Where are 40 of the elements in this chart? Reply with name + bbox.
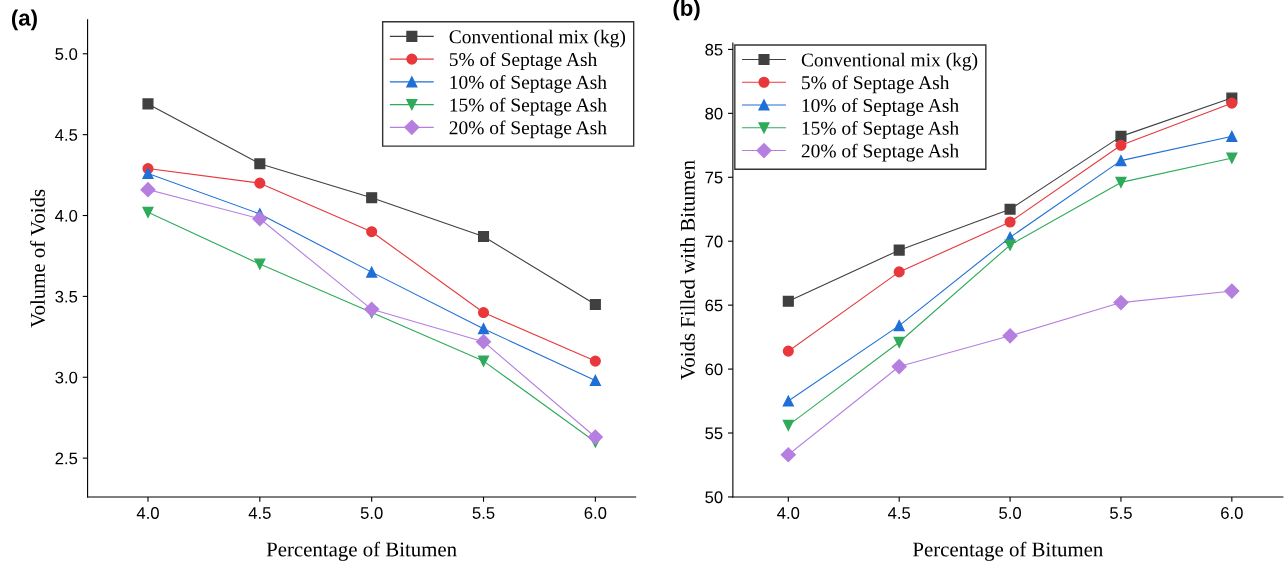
legend-label: 20% of Septage Ash: [449, 120, 607, 139]
legend-label: 5% of Septage Ash: [449, 52, 598, 71]
y-axis-title: Voids Filled with Bitumen: [680, 160, 695, 380]
legend-label: 15% of Septage Ash: [802, 120, 959, 139]
y-tick-label: 2.5: [55, 452, 78, 465]
legend-label: Conventional mix (kg): [449, 29, 626, 48]
x-tick-label: 6.0: [584, 507, 607, 519]
y-tick-label: 3.0: [55, 371, 78, 384]
y-tick-label: 50: [705, 491, 723, 504]
y-tick-label: 65: [705, 299, 723, 312]
y-tick-label: 3.5: [55, 290, 78, 303]
y-tick-label: 5.0: [55, 48, 78, 60]
x-axis-title: Percentage of Bitumen: [266, 541, 457, 561]
y-tick-label: 70: [705, 235, 723, 248]
y-tick-label: 75: [705, 171, 723, 184]
y-tick-label: 80: [705, 107, 723, 120]
x-tick-label: 5.5: [1110, 507, 1132, 519]
x-tick-label: 5.0: [360, 507, 383, 519]
y-tick-label: 55: [705, 427, 723, 440]
legend-label: 10% of Septage Ash: [802, 98, 959, 117]
y-tick-label: 4.0: [55, 209, 78, 222]
x-tick-label: 4.5: [887, 507, 911, 519]
legend-label: 5% of Septage Ash: [802, 75, 950, 94]
x-tick-label: 4.0: [136, 507, 159, 519]
chart-title: (a): [11, 9, 37, 31]
x-axis-title: Percentage of Bitumen: [913, 541, 1103, 561]
y-tick-label: 60: [705, 363, 723, 376]
chart-title: (b): [673, 0, 700, 21]
y-axis-title: Volume of Voids: [30, 189, 46, 328]
y-tick-label: 85: [705, 43, 723, 56]
legend-label: 20% of Septage Ash: [801, 143, 959, 162]
x-tick-label: 5.0: [999, 507, 1022, 519]
y-tick-label: 4.5: [55, 129, 78, 141]
legend-label: 15% of Septage Ash: [450, 97, 607, 116]
legend-label: 10% of Septage Ash: [450, 74, 607, 93]
x-tick-label: 5.5: [472, 507, 495, 519]
legend-label: Conventional mix (kg): [801, 52, 978, 71]
x-tick-label: 4.0: [777, 507, 800, 519]
x-tick-label: 6.0: [1221, 507, 1243, 519]
x-tick-label: 4.5: [248, 507, 271, 519]
